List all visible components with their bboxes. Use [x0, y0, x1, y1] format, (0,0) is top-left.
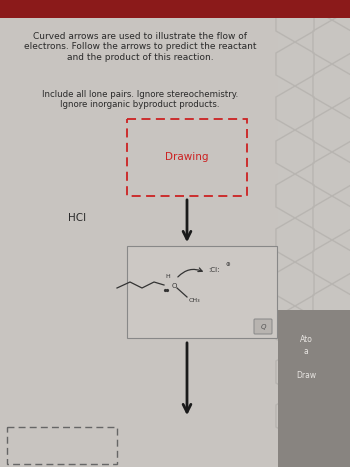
FancyBboxPatch shape	[127, 246, 277, 338]
Text: O: O	[171, 283, 177, 289]
Text: Q: Q	[260, 324, 266, 330]
Text: Draw: Draw	[296, 370, 316, 380]
Text: Drawing: Drawing	[165, 153, 209, 163]
Text: a: a	[304, 347, 308, 356]
Text: Ato: Ato	[300, 335, 313, 345]
Text: Curved arrows are used to illustrate the flow of
electrons. Follow the arrows to: Curved arrows are used to illustrate the…	[24, 32, 256, 62]
Bar	[278, 0, 350, 467]
Bar	[278, 310, 350, 467]
FancyArrowPatch shape	[178, 268, 202, 277]
Text: HCI: HCI	[68, 213, 86, 223]
Text: CH₃: CH₃	[188, 298, 200, 304]
Text: :Cl:: :Cl:	[208, 267, 220, 273]
FancyBboxPatch shape	[254, 319, 272, 334]
FancyBboxPatch shape	[127, 119, 247, 196]
Text: H: H	[166, 275, 170, 280]
Text: ⊕: ⊕	[226, 262, 230, 268]
Text: Include all lone pairs. Ignore stereochemistry.
Ignore inorganic byproduct produ: Include all lone pairs. Ignore stereoche…	[42, 90, 238, 109]
Bar	[0, 0, 350, 18]
